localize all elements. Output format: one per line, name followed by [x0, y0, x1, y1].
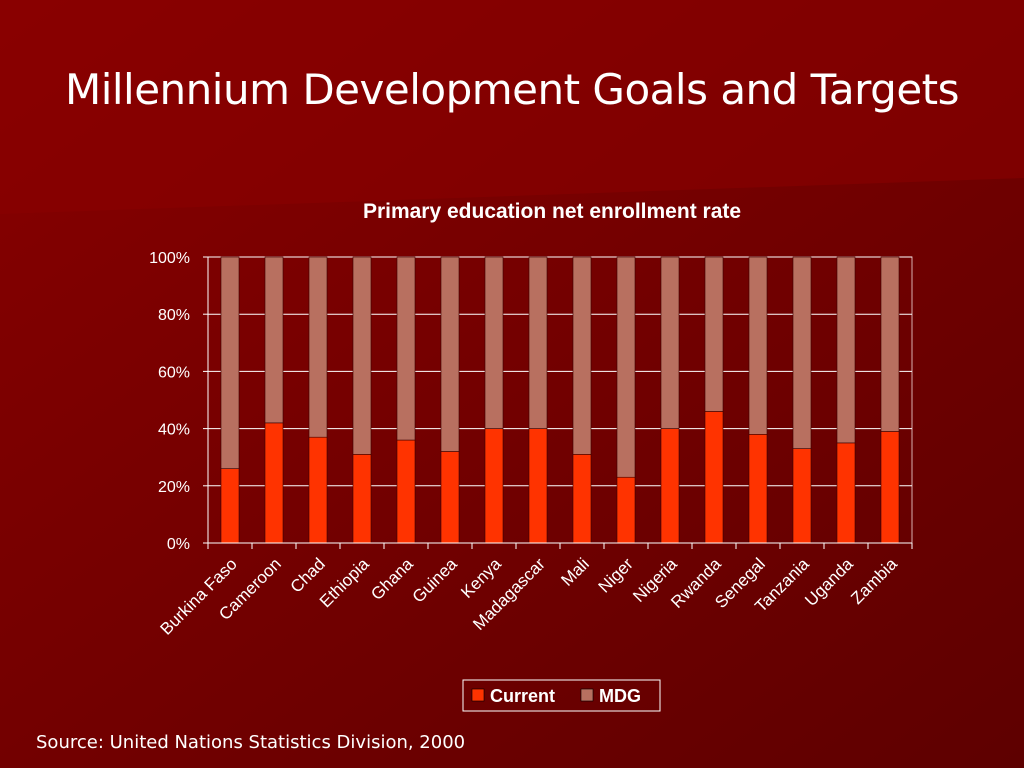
legend-swatch-mdg [580, 688, 594, 702]
bar-current-guinea [440, 451, 460, 544]
bar-mdg-guinea [440, 256, 460, 452]
chart-title: Primary education net enrollment rate [363, 200, 741, 223]
legend-swatch-current [471, 688, 485, 702]
bar-current-nigeria [660, 428, 680, 544]
bar-mdg-chad [308, 256, 328, 438]
legend-frame [462, 679, 661, 712]
bar-mdg-ghana [396, 256, 416, 441]
bar-mdg-cameroon [264, 256, 284, 424]
bar-mdg-senegal [748, 256, 768, 435]
y-tick-label: 100% [149, 250, 190, 267]
x-tick-label: Mali [557, 554, 592, 589]
y-tick-label: 0% [167, 536, 190, 553]
bar-current-cameroon [264, 422, 284, 544]
bar-mdg-ethiopia [352, 256, 372, 455]
bar-current-ghana [396, 439, 416, 544]
bar-current-ethiopia [352, 454, 372, 544]
slide-title: Millennium Development Goals and Targets [64, 65, 960, 114]
bar-current-chad [308, 436, 328, 544]
source-note: Source: United Nations Statistics Divisi… [36, 732, 466, 753]
bar-current-kenya [484, 428, 504, 544]
x-tick-label: Uganda [801, 554, 857, 610]
bar-current-tanzania [792, 448, 812, 544]
x-tick-label: Ghana [367, 554, 417, 604]
y-tick-label: 20% [158, 479, 190, 496]
bar-mdg-mali [572, 256, 592, 455]
bar-mdg-tanzania [792, 256, 812, 449]
bars [220, 256, 900, 544]
y-tick-label: 40% [158, 422, 190, 439]
bar-current-senegal [748, 434, 768, 544]
bar-mdg-zambia [880, 256, 900, 432]
bar-current-niger [616, 476, 636, 544]
x-tick-label: Ethiopia [316, 554, 373, 611]
bar-current-uganda [836, 442, 856, 544]
bar-mdg-uganda [836, 256, 856, 444]
bar-mdg-madagascar [528, 256, 548, 429]
y-tick-labels: 0% 20% 40% 60% 80% 100% [149, 250, 190, 553]
legend-label-mdg: MDG [599, 686, 641, 706]
bar-current-zambia [880, 431, 900, 544]
bar-mdg-rwanda [704, 256, 724, 412]
y-tick-label: 60% [158, 364, 190, 381]
bar-current-burkina-faso [220, 468, 240, 544]
x-tick-label: Zambia [847, 554, 901, 608]
legend-label-current: Current [490, 686, 555, 706]
bar-mdg-nigeria [660, 256, 680, 429]
bar-current-rwanda [704, 411, 724, 544]
bar-mdg-kenya [484, 256, 504, 429]
y-tick-label: 80% [158, 307, 190, 324]
x-tick-label: Guinea [409, 554, 462, 607]
bar-mdg-niger [616, 256, 636, 478]
legend: Current MDG [462, 679, 661, 712]
axes [203, 256, 913, 549]
bar-mdg-burkina-faso [220, 256, 240, 469]
bar-current-madagascar [528, 428, 548, 544]
bar-current-mali [572, 454, 592, 544]
